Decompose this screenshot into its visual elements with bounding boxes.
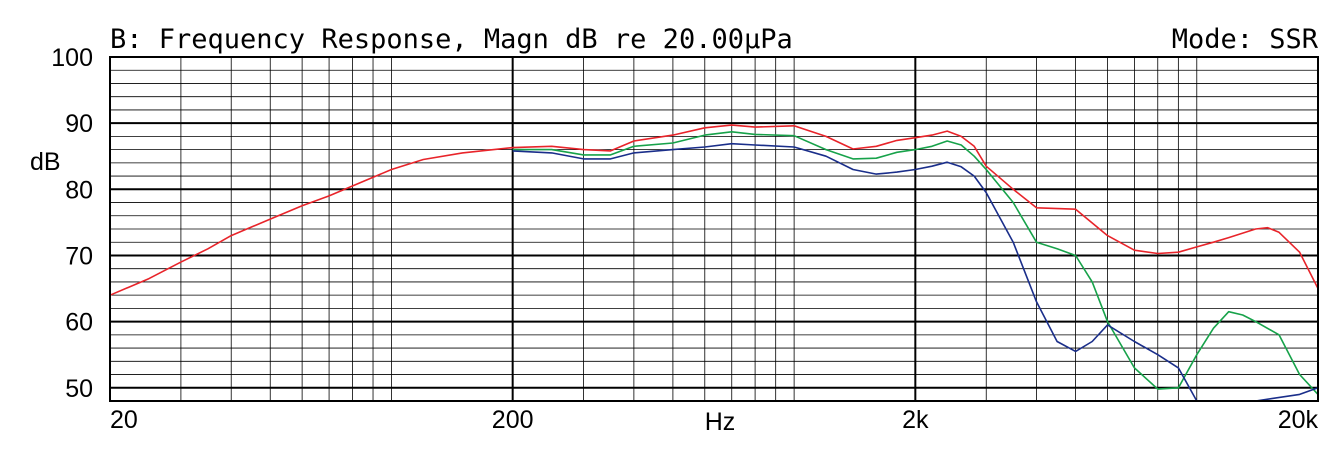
x-tick-label: 20: [110, 406, 138, 434]
x-tick-label: 2k: [902, 406, 929, 434]
y-tick-label: 60: [65, 309, 93, 337]
series-line-3: [512, 142, 1318, 401]
y-tick-label: 50: [65, 375, 93, 403]
x-tick-label: 20k: [1278, 406, 1319, 434]
x-tick-label: 200: [492, 406, 534, 434]
x-tick-labels: 20 200 2k 20k: [110, 406, 1318, 434]
series-line-2: [512, 131, 1318, 395]
mode-label: Mode: SSR: [1172, 24, 1319, 55]
y-tick-label: 70: [65, 242, 93, 270]
y-tick-labels: 100 90 80 70 60 50: [51, 44, 93, 403]
data-series: [110, 124, 1318, 401]
plot-grid: [110, 56, 1318, 402]
y-tick-label: 100: [51, 44, 93, 72]
y-tick-label: 80: [65, 176, 93, 204]
y-tick-label: 90: [65, 110, 93, 138]
plot-frame: [109, 56, 1319, 402]
series-line-1: [110, 124, 1318, 296]
y-axis-label: dB: [30, 148, 61, 176]
x-axis-label: Hz: [705, 408, 736, 436]
chart-title: B: Frequency Response, Magn dB re 20.00µ…: [110, 24, 793, 55]
